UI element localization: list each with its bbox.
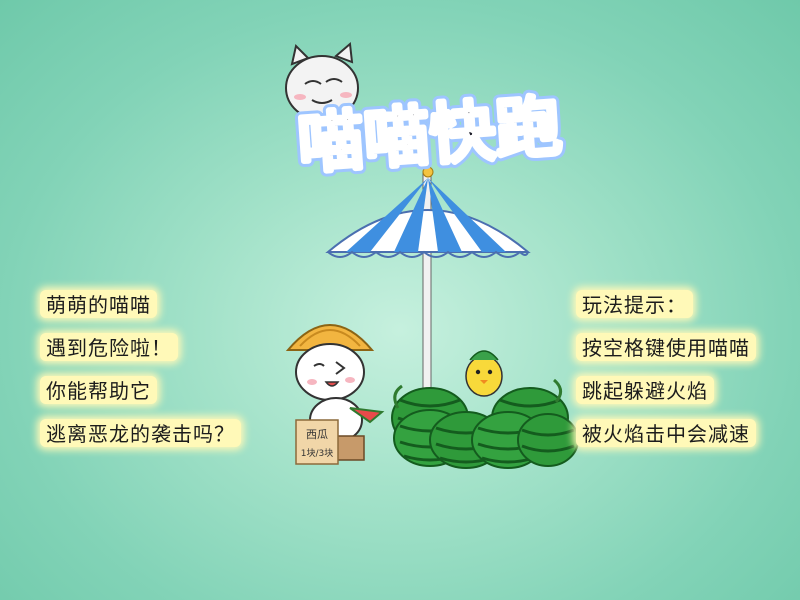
sign-line-1: 西瓜: [306, 428, 328, 441]
tips-heading: 玩法提示：: [576, 290, 693, 318]
tip-line-1: 按空格键使用喵喵: [576, 333, 756, 361]
game-title-text: 喵喵快跑: [295, 88, 564, 183]
watermelon-pile-icon: [391, 378, 579, 469]
story-line-1: 萌萌的喵喵: [40, 290, 157, 318]
mascot-cat-icon: [285, 42, 359, 121]
beach-umbrella-icon: [325, 166, 531, 391]
chick-icon: [465, 350, 503, 397]
price-sign-icon: 西瓜 1块/3块: [295, 419, 339, 465]
tips-panel: 玩法提示： 按空格键使用喵喵 跳起躲避火焰 被火焰击中会减速: [576, 290, 756, 462]
story-panel: 萌萌的喵喵 遇到危险啦！ 你能帮助它 逃离恶龙的袭击吗？: [40, 290, 241, 462]
story-line-3: 你能帮助它: [40, 376, 157, 404]
tip-line-2: 跳起躲避火焰: [576, 376, 714, 404]
sign-line-2: 1块/3块: [301, 447, 334, 459]
tip-line-3: 被火焰击中会减速: [576, 419, 756, 447]
story-line-4: 逃离恶龙的袭击吗？: [40, 419, 241, 447]
game-title: 喵喵快跑 喵喵快跑: [290, 83, 569, 188]
story-line-2: 遇到危险啦！: [40, 333, 178, 361]
